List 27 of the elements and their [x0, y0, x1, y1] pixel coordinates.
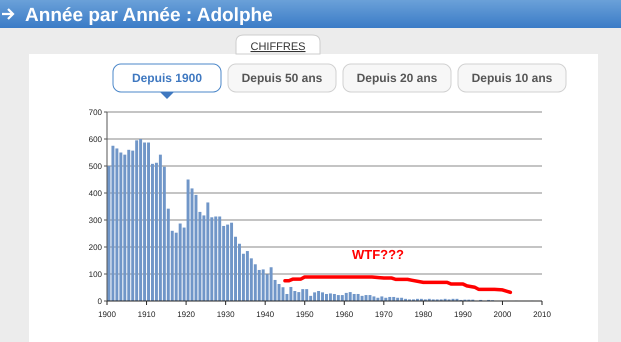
y-tick-label: 100	[88, 270, 103, 279]
x-tick-label: 1930	[216, 310, 236, 319]
text: Depuis 10 ans	[472, 71, 553, 85]
x-tick-label: 1940	[256, 310, 275, 319]
text: Depuis 1900	[132, 71, 202, 85]
x-tick-label: 1900	[98, 310, 116, 319]
text: Depuis 50 ans	[242, 71, 323, 85]
text: Depuis 20 ans	[356, 71, 438, 85]
x-tick-label: 1920	[177, 310, 196, 319]
y-tick-label: 600	[88, 135, 103, 144]
y-tick-label: 300	[88, 216, 103, 225]
x-tick-label: 1960	[335, 310, 354, 319]
annotation: WTF???	[352, 247, 404, 262]
y-tick-label: 0	[98, 297, 103, 306]
x-tick-label: 1910	[138, 310, 156, 319]
x-tick-label: 2010	[533, 310, 552, 319]
x-tick-label: 1980	[414, 310, 433, 319]
x-tick-label: 1950	[296, 310, 314, 319]
x-tick-label: 1990	[454, 310, 472, 319]
y-tick-label: 500	[88, 162, 103, 171]
chart-title: Année par Année : Adolphe	[25, 5, 273, 26]
x-tick-label: 2000	[494, 310, 512, 319]
y-tick-label: 700	[88, 108, 103, 117]
y-tick-label: 400	[88, 189, 103, 198]
x-tick-label: 1970	[374, 310, 394, 319]
text: CHIFFRES	[250, 41, 306, 53]
y-tick-label: 200	[88, 243, 103, 252]
